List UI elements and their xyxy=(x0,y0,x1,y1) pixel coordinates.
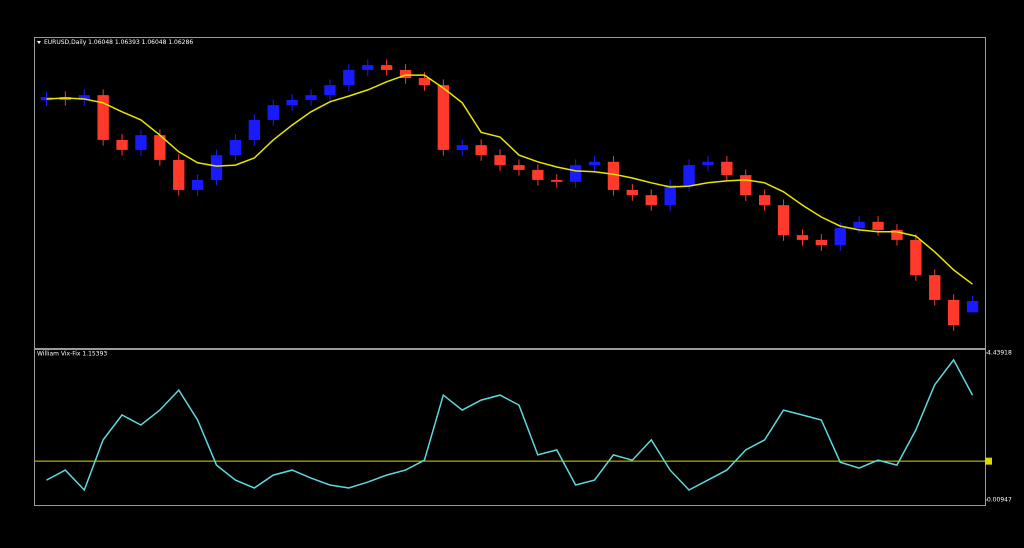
candle-body xyxy=(154,135,166,160)
candle-body xyxy=(796,235,809,240)
candle-body xyxy=(97,95,109,140)
candle-body xyxy=(267,105,279,120)
candle-body xyxy=(286,99,298,106)
price-panel-frame xyxy=(34,37,986,349)
indicator-title: William Vix-Fix 1.15393 xyxy=(37,351,107,358)
candle-body xyxy=(645,195,657,206)
candle-body xyxy=(513,165,525,170)
candle-body xyxy=(966,301,979,313)
candle-body xyxy=(853,221,865,228)
candle-body xyxy=(173,159,185,190)
candle-body xyxy=(891,229,903,240)
candle-body xyxy=(664,185,676,206)
candle-body xyxy=(815,239,828,246)
indicator-plot: 4.43918 0.00947 xyxy=(35,350,1012,504)
candle-body xyxy=(626,189,639,196)
candle-body xyxy=(191,179,204,190)
candle-body xyxy=(929,275,941,300)
candle-body xyxy=(456,145,468,150)
candle-body xyxy=(248,119,261,140)
candle-body xyxy=(947,299,960,326)
candle-body xyxy=(40,97,53,101)
candle-body xyxy=(210,155,223,180)
candle-body xyxy=(758,195,771,206)
candle-body xyxy=(229,139,242,156)
candle-body xyxy=(380,65,393,70)
price-plot xyxy=(40,59,979,331)
candle-body xyxy=(569,165,582,182)
candle-body xyxy=(494,155,506,166)
candle-body xyxy=(305,95,317,100)
candle-body xyxy=(702,161,714,166)
indicator-line xyxy=(46,358,974,492)
indicator-panel-frame xyxy=(34,349,986,506)
candle-body xyxy=(532,169,544,180)
candle-body xyxy=(683,165,695,186)
candle-body xyxy=(437,85,450,150)
candle-body xyxy=(78,95,90,100)
symbol-menu-arrow[interactable] xyxy=(37,41,41,44)
candle-body xyxy=(588,161,601,166)
candle-body xyxy=(607,161,620,190)
candle-body xyxy=(872,221,884,230)
candle-body xyxy=(418,78,431,86)
candle-body xyxy=(475,145,487,156)
candle-body xyxy=(721,161,733,176)
candle-body xyxy=(135,135,147,150)
candle-body xyxy=(399,69,412,78)
candle-body xyxy=(343,69,355,86)
y-tick-label: 4.43918 xyxy=(987,350,1012,357)
candle-body xyxy=(777,205,790,236)
candle-body xyxy=(910,239,922,276)
candle-body xyxy=(834,228,846,246)
y-tick-label: 0.00947 xyxy=(987,497,1012,504)
moving-average-line xyxy=(46,74,973,285)
candle-body xyxy=(362,65,374,70)
price-title: EURUSD,Daily 1.06048 1.06393 1.06048 1.0… xyxy=(44,39,193,46)
level-marker xyxy=(985,457,992,465)
candle-body xyxy=(551,179,563,182)
candle-body xyxy=(116,139,128,150)
candle-body xyxy=(740,175,752,196)
candle-body xyxy=(324,85,336,96)
